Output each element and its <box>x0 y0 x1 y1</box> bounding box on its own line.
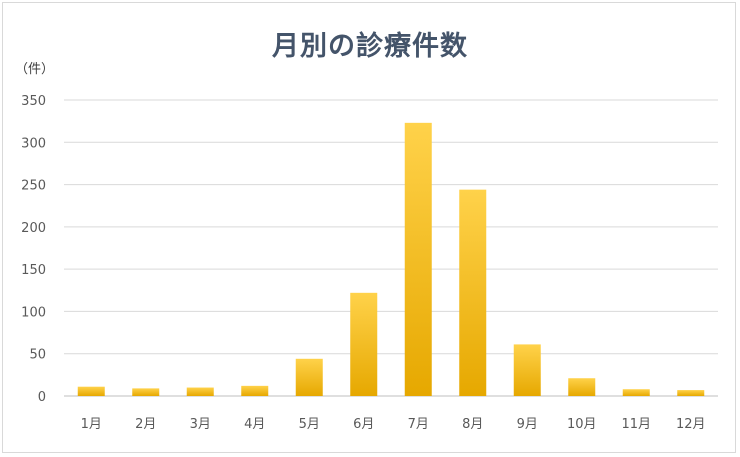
x-tick-label: 12月 <box>676 417 706 432</box>
bar-12 <box>677 390 705 396</box>
x-tick-label: 8月 <box>462 417 483 432</box>
x-tick-label: 3月 <box>190 417 211 432</box>
y-tick-label: 250 <box>21 179 46 194</box>
x-tick-label: 11月 <box>621 417 651 432</box>
y-axis-unit-label: （件） <box>15 62 55 77</box>
x-tick-label: 1月 <box>81 417 102 432</box>
bar-5 <box>295 358 323 396</box>
bar-1 <box>77 386 105 396</box>
bar-6 <box>350 292 378 396</box>
x-tick-label: 2月 <box>135 417 156 432</box>
x-tick-label: 4月 <box>244 417 265 432</box>
y-tick-label: 0 <box>38 390 46 405</box>
y-tick-label: 100 <box>21 305 46 320</box>
bars <box>77 122 705 396</box>
bar-7 <box>404 122 432 396</box>
x-tick-label: 9月 <box>517 417 538 432</box>
bar-10 <box>568 378 596 396</box>
y-tick-label: 50 <box>29 348 46 363</box>
x-tick-label: 5月 <box>299 417 320 432</box>
bar-8 <box>459 189 487 396</box>
y-axis-ticks: 0 50 100 150 200 250 300 350 <box>21 94 46 405</box>
y-tick-label: 150 <box>21 263 46 278</box>
y-tick-label: 350 <box>21 94 46 109</box>
gridlines <box>64 99 718 397</box>
bar-9 <box>513 344 541 396</box>
bar-3 <box>186 387 214 396</box>
bar-4 <box>241 385 269 396</box>
y-tick-label: 200 <box>21 221 46 236</box>
y-tick-label: 300 <box>21 136 46 151</box>
bar-11 <box>622 389 650 396</box>
x-tick-label: 6月 <box>353 417 374 432</box>
bar-2 <box>132 388 160 396</box>
x-axis-ticks: 1月 2月 3月 4月 5月 6月 7月 8月 9月 10月 11月 12月 <box>81 417 706 432</box>
x-tick-label: 10月 <box>567 417 597 432</box>
x-tick-label: 7月 <box>408 417 429 432</box>
chart-title: 月別の診療件数 <box>272 31 468 62</box>
